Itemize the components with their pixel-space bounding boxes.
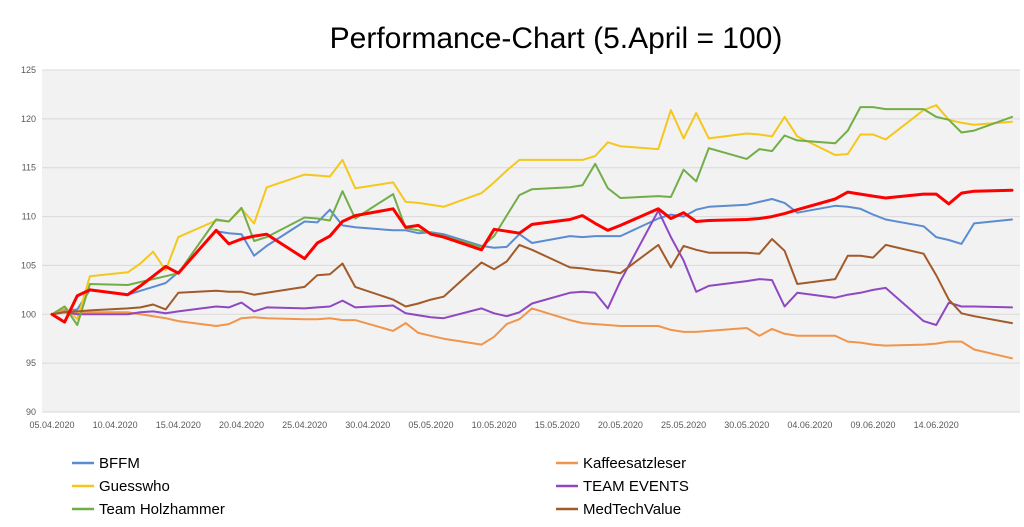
x-tick-label: 30.05.2020 bbox=[724, 420, 769, 430]
x-tick-label: 25.04.2020 bbox=[282, 420, 327, 430]
legend: BFFM Guesswho Team Holzhammer Kaffeesatzles… bbox=[72, 455, 689, 518]
legend-label: BFFM bbox=[99, 455, 140, 472]
y-tick-label: 105 bbox=[21, 260, 36, 270]
x-tick-label: 25.05.2020 bbox=[661, 420, 706, 430]
x-tick-label: 10.04.2020 bbox=[93, 420, 138, 430]
highlight-series-line bbox=[50, 188, 1014, 324]
series-layer bbox=[50, 104, 1014, 360]
legend-label: Team Holzhammer bbox=[99, 501, 225, 518]
legend-label: Kaffeesatzleser bbox=[583, 455, 686, 472]
x-tick-label: 10.05.2020 bbox=[472, 420, 517, 430]
y-tick-label: 100 bbox=[21, 309, 36, 319]
series-line-team-holzhammer bbox=[51, 106, 1013, 326]
x-tick-label: 05.04.2020 bbox=[29, 420, 74, 430]
y-tick-label: 110 bbox=[22, 212, 36, 222]
x-tick-label: 20.05.2020 bbox=[598, 420, 643, 430]
x-tick-label: 15.05.2020 bbox=[535, 420, 580, 430]
series-line-kaffeesatzleser bbox=[51, 307, 1013, 360]
x-tick-label: 04.06.2020 bbox=[787, 420, 832, 430]
series-line-team-events bbox=[51, 209, 1013, 326]
chart-title: Performance-Chart (5.April = 100) bbox=[330, 22, 783, 55]
x-axis-ticks: 05.04.2020 10.04.2020 15.04.2020 20.04.2020… bbox=[29, 420, 958, 430]
x-tick-label: 09.06.2020 bbox=[851, 420, 896, 430]
x-tick-label: 14.06.2020 bbox=[914, 420, 959, 430]
x-tick-label: 15.04.2020 bbox=[156, 420, 201, 430]
x-tick-label: 05.05.2020 bbox=[408, 420, 453, 430]
series-line-medtechvalue bbox=[51, 238, 1013, 325]
legend-label: TEAM EVENTS bbox=[583, 478, 689, 495]
y-axis-ticks: 90 95 100 105 110 115 120 125 bbox=[21, 65, 36, 417]
y-tick-label: 95 bbox=[26, 358, 36, 368]
grid-layer bbox=[42, 69, 1020, 413]
legend-label: Guesswho bbox=[99, 478, 170, 495]
plot-area bbox=[42, 70, 1020, 412]
y-tick-label: 120 bbox=[21, 114, 36, 124]
x-tick-label: 20.04.2020 bbox=[219, 420, 264, 430]
y-tick-label: 90 bbox=[26, 407, 36, 417]
y-tick-label: 125 bbox=[21, 65, 36, 75]
x-tick-label: 30.04.2020 bbox=[345, 420, 390, 430]
y-tick-label: 115 bbox=[22, 163, 36, 173]
legend-label: MedTechValue bbox=[583, 501, 681, 518]
